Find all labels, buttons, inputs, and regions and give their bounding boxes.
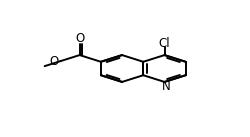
- Text: Cl: Cl: [159, 37, 170, 50]
- Text: N: N: [162, 80, 171, 93]
- Text: O: O: [75, 32, 84, 45]
- Text: O: O: [50, 55, 59, 68]
